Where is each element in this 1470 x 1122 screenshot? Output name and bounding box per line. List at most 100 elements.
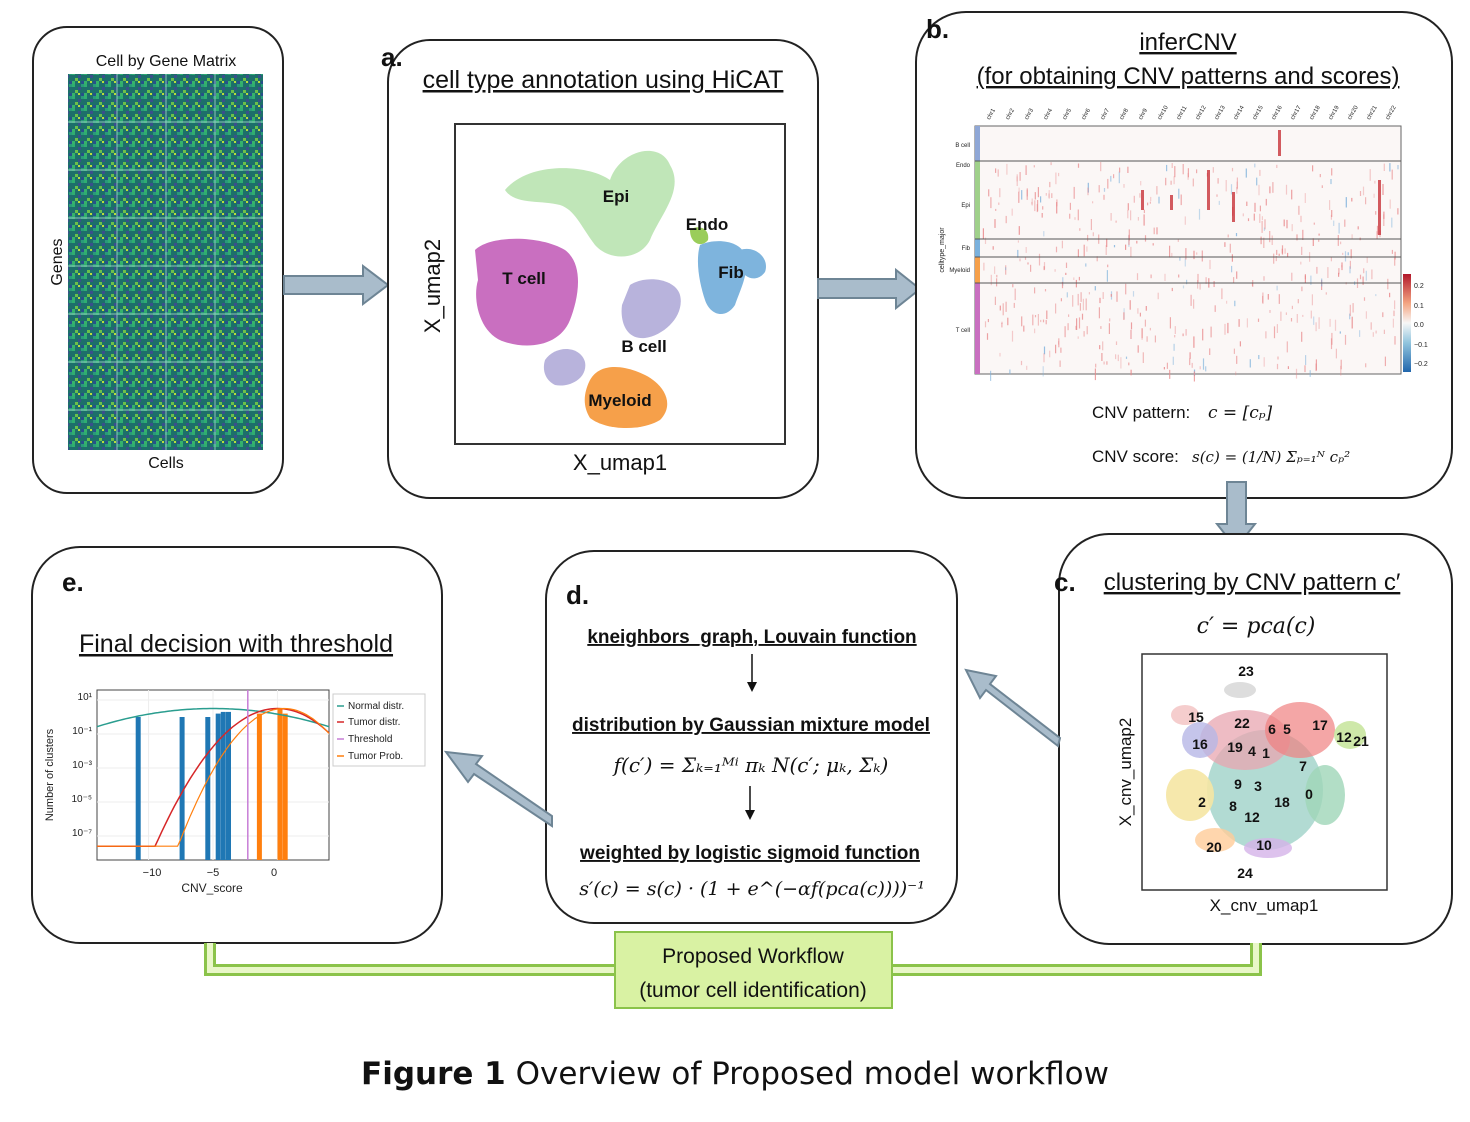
panel-b: b. inferCNV (for obtaining CNV patterns … [915,11,1453,499]
umap-xlabel: X_umap1 [573,450,667,475]
cluster-label: 8 [1229,798,1237,814]
panel-a-letter: a. [381,42,403,72]
histogram-bar [282,713,288,860]
cluster-label: 12 [1244,809,1260,825]
step-kneighbors: kneighbors_graph, Louvain function [587,627,916,648]
gmm-formula: f(c′) = Σₖ₌₁ᴹⁱ πₖ N(c′; μₖ, Σₖ) [612,753,889,777]
cluster-label: 15 [1188,709,1204,725]
histogram-bar [215,713,221,860]
chart-xlabel: CNV_score [181,881,243,895]
cluster-label: 12 [1336,729,1352,745]
cnv-score-formula: s(c) = (1/N) Σₚ₌₁ᴺ cₚ² [1192,448,1350,466]
cluster-label: 6 [1268,721,1276,737]
cnv-score-label: CNV score: [1092,447,1179,466]
panel-a: a. cell type annotation using HiCAT Epi … [381,39,819,499]
caption-text: Overview of Proposed model workflow [505,1056,1109,1092]
cluster-label: Endo [686,215,729,234]
svg-text:Myeloid: Myeloid [949,268,970,274]
cluster-label: Myeloid [588,391,651,410]
matrix-grid [68,74,263,450]
cluster-label: 7 [1299,758,1307,774]
histogram-bar [179,717,185,860]
cluster-label: 17 [1312,717,1328,733]
figure-caption: Figure 1 Overview of Proposed model work… [0,1056,1470,1092]
cnv-umap-xlabel: X_cnv_umap1 [1210,896,1319,915]
chromosome-label: chr4 [1043,107,1054,121]
cluster-label: 23 [1238,663,1254,679]
panel-a-title: cell type annotation using HiCAT [423,66,784,94]
arrow-c-to-d [964,668,1062,748]
xtick-label: −10 [143,867,162,879]
panel-e-letter: e. [62,567,84,597]
chromosome-label: chr7 [1100,107,1111,121]
cluster-label: 9 [1234,776,1242,792]
endo-cluster [690,227,709,245]
histogram-bar [135,717,141,860]
cluster-label: 18 [1274,794,1290,810]
histogram-bar [205,717,211,860]
svg-text:Epi: Epi [961,203,970,209]
legend-normal: Normal distr. [348,701,404,712]
sigmoid-formula: s′(c) = s(c) · (1 + e^(−αf(pca(c))))⁻¹ [579,878,925,900]
row-axis-label: celltype_major [939,227,946,273]
cluster-label: 21 [1353,733,1369,749]
cluster-label: T cell [502,269,545,288]
panel-d: d. kneighbors_graph, Louvain function di… [545,550,958,924]
ytick-label: 10⁻⁵ [71,794,92,805]
row-group-labels: B cell Endo Epi Fib Myeloid T cell [949,143,970,334]
chromosome-label: chr1 [986,107,997,121]
caption-label: Figure 1 [361,1056,506,1092]
workflow-figure: Cell by Gene Matrix Genes Cells a. cell … [31,11,1453,1009]
histogram-bar [226,711,231,860]
legend-entries: Normal distr. Tumor distr. Threshold Tum… [337,701,404,762]
bcell-cluster [621,279,681,339]
ytick-label: 10⁻⁷ [72,828,92,839]
cnv-umap-ylabel: X_cnv_umap2 [1116,718,1135,827]
cluster-label: 3 [1254,778,1262,794]
panel-c: c. clustering by CNV pattern c′ c′ = pca… [1054,533,1453,945]
cluster-label: 19 [1227,739,1243,755]
cluster-label: Fib [718,263,744,282]
svg-text:−0.2: −0.2 [1414,361,1428,368]
step-sigmoid: weighted by logistic sigmoid function [579,843,920,864]
arrow-d-to-e [443,750,553,828]
cluster-label: 22 [1234,715,1250,731]
cluster-label: Epi [603,187,629,206]
svg-text:0.2: 0.2 [1414,283,1424,290]
panel-e: e. Final decision with threshold 10¹ 10⁻… [31,546,443,944]
cluster-label: 2 [1198,794,1206,810]
cluster-label: 5 [1283,721,1291,737]
cluster-label: 24 [1237,865,1253,881]
cnv-umap-blobs [1166,682,1366,858]
chromosome-label: chr2 [1005,107,1016,121]
chart-legend [332,693,426,767]
ytick-label: 10⁻³ [72,760,92,771]
cnv-cluster-labels: 23 15 22 6 5 17 12 21 16 19 4 1 7 9 3 2 … [1188,663,1369,881]
svg-text:−0.1: −0.1 [1414,342,1428,349]
chromosome-label: chr3 [1024,107,1035,121]
myeloid-cluster [584,366,668,429]
matrix-panel: Cell by Gene Matrix Genes Cells [32,26,284,494]
histogram-bar [256,713,262,860]
panel-e-title: Final decision with threshold [79,630,393,658]
celltype-bars [975,126,980,374]
svg-text:T cell: T cell [956,328,970,334]
umap-ylabel: X_umap2 [420,239,445,333]
matrix-title: Cell by Gene Matrix [96,53,237,70]
histogram-bar [220,711,226,860]
umap-clusters [475,150,766,429]
chart-yticks: 10¹ 10⁻¹ 10⁻³ 10⁻⁵ 10⁻⁷ [71,692,92,839]
panel-b-letter: b. [926,14,949,44]
tumor-probability-curve [97,707,330,847]
normal-distribution-curve [96,707,330,728]
chromosome-label: chr5 [1062,107,1073,121]
cluster-label: 4 [1248,743,1256,759]
xtick-label: 0 [271,867,277,879]
row-separators [975,160,1401,284]
panel-c-formula: c′ = pca(c) [1197,614,1316,639]
cluster-label: 10 [1256,837,1272,853]
workflow-box [614,931,893,1009]
cluster-label: B cell [621,337,666,356]
legend-tumor: Tumor distr. [348,717,400,728]
cluster-label: 1 [1262,745,1270,761]
